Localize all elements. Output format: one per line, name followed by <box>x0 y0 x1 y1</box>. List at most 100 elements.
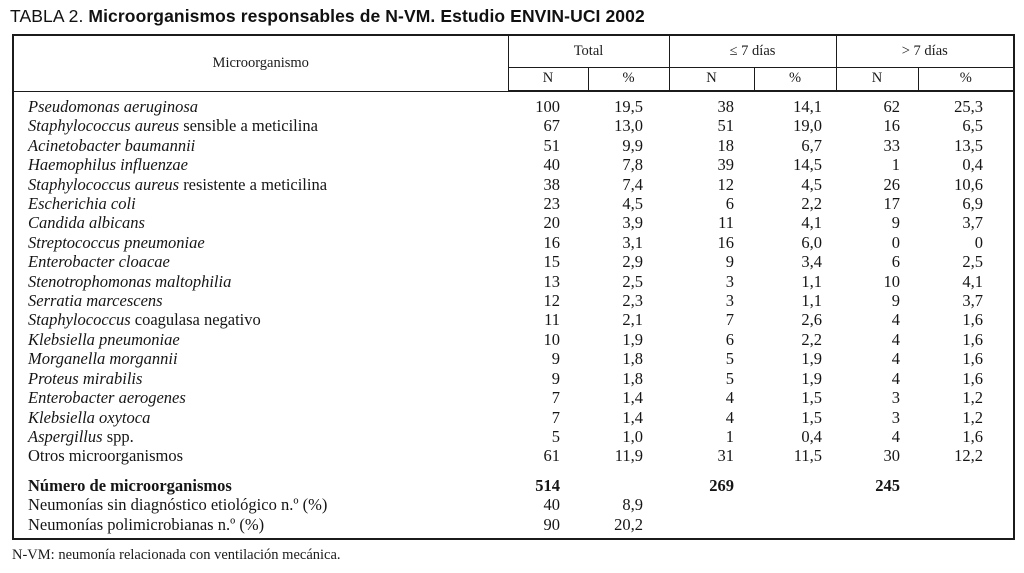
value-cell: 10,6 <box>954 174 984 194</box>
value-cell: 2,3 <box>622 291 643 311</box>
table-row: Staphylococcus coagulasa negativo 11 2,1 7 2… <box>13 310 1014 329</box>
value-cell <box>669 515 754 539</box>
table-row: Acinetobacter baumannii 51 9,9 18 6,7 33 13,5 <box>13 136 1014 155</box>
table-title-text: Microorganismos responsables de N-VM. Es… <box>88 6 645 26</box>
value-cell: 9 <box>891 213 901 233</box>
value-cell: 2,6 <box>801 310 823 330</box>
value-cell: 13,5 <box>954 135 984 155</box>
value-cell: 7,8 <box>622 155 643 175</box>
value-cell: 61 <box>543 446 561 466</box>
value-cell: 1,6 <box>962 368 984 388</box>
value-cell: 3 <box>725 291 734 311</box>
value-cell: 3 <box>891 388 901 408</box>
value-cell <box>836 495 918 514</box>
value-cell <box>918 466 1014 495</box>
value-cell: 20,2 <box>614 514 643 534</box>
value-cell <box>588 466 669 495</box>
value-cell: 4 <box>891 329 901 349</box>
value-cell: 9 <box>725 252 734 272</box>
microorganism-name: Morganella morgannii <box>28 349 178 369</box>
value-cell: 3,7 <box>962 291 984 311</box>
col-group-le7days: ≤ 7 días <box>668 34 837 68</box>
value-cell: 1,6 <box>962 426 984 446</box>
microorganism-name: Enterobacter aerogenes <box>28 388 186 408</box>
value-cell: 1,9 <box>801 349 823 369</box>
value-cell: 1,9 <box>801 368 823 388</box>
table-row: Escherichia coli 23 4,5 6 2,2 17 6,9 <box>13 194 1014 213</box>
value-cell: 4 <box>891 368 901 388</box>
value-cell: 12 <box>717 174 735 194</box>
value-cell: 10 <box>543 329 561 349</box>
value-cell: 16 <box>717 232 735 252</box>
value-cell: 9 <box>891 291 901 311</box>
value-cell: 4 <box>891 426 901 446</box>
table-row: Enterobacter aerogenes 7 1,4 4 1,5 3 1,2 <box>13 388 1014 407</box>
value-cell: 6,9 <box>962 194 984 214</box>
col-header-le7-n: N <box>668 66 755 92</box>
table-row: Serratia marcescens 12 2,3 3 1,1 9 3,7 <box>13 291 1014 310</box>
value-cell: 51 <box>543 135 561 155</box>
value-cell: 16 <box>543 232 561 252</box>
summary-row: Neumonías sin diagnóstico etiológico n.º… <box>13 495 1014 514</box>
table-row: Haemophilus influenzae 40 7,8 39 14,5 1 0,4 <box>13 155 1014 174</box>
value-cell: 90 <box>543 514 561 534</box>
microorganism-name: Otros microorganismos <box>28 446 184 466</box>
value-cell: 1,6 <box>962 310 984 330</box>
value-cell: 23 <box>543 194 561 214</box>
microorganism-name: Haemophilus influenzae <box>28 155 188 175</box>
value-cell: 39 <box>717 155 735 175</box>
header-sub-row: N % N % N % <box>13 66 1015 92</box>
microorganism-name: Klebsiella oxytoca <box>28 407 151 427</box>
value-cell: 67 <box>543 116 561 136</box>
value-cell: 4 <box>891 349 901 369</box>
table-body: Pseudomonas aeruginosa 100 19,5 38 14,1 62 25,… <box>13 91 1014 539</box>
microorganism-name: Enterobacter cloacae <box>28 252 170 272</box>
value-cell: 1,8 <box>622 368 643 388</box>
table-title: TABLA 2. Microorganismos responsables de… <box>10 6 645 27</box>
value-cell: 9 <box>551 368 560 388</box>
value-cell: 1,6 <box>962 329 984 349</box>
value-cell: 0 <box>974 232 984 252</box>
table-row: Streptococcus pneumoniae 16 3,1 16 6,0 0 0 <box>13 233 1014 252</box>
col-header-le7-pct: % <box>753 66 837 92</box>
value-cell: 18 <box>717 135 735 155</box>
table-row: Staphylococcus aureus sensible a meticil… <box>13 116 1014 135</box>
value-cell <box>754 515 836 539</box>
microorganism-name: Staphylococcus aureus sensible a meticil… <box>28 116 318 136</box>
value-cell: 7 <box>551 388 560 408</box>
value-cell: 38 <box>543 174 561 194</box>
value-cell: 7 <box>551 407 560 427</box>
value-cell: 1,6 <box>962 349 984 369</box>
value-cell: 1,1 <box>801 291 823 311</box>
value-cell: 4 <box>725 388 734 408</box>
value-cell <box>754 466 836 495</box>
value-cell: 0 <box>891 232 901 252</box>
value-cell: 5 <box>725 368 734 388</box>
value-cell: 3 <box>725 271 734 291</box>
value-cell: 17 <box>883 194 901 214</box>
value-cell: 11 <box>718 213 734 233</box>
value-cell: 19,0 <box>793 116 823 136</box>
microorganism-name: Staphylococcus coagulasa negativo <box>28 310 261 330</box>
value-cell: 40 <box>543 495 561 515</box>
value-cell: 3,1 <box>622 232 643 252</box>
value-cell: 2,5 <box>622 271 643 291</box>
table-row: Otros microorganismos 61 11,9 31 11,5 30 12,2 <box>13 446 1014 465</box>
microorganism-name: Serratia marcescens <box>28 291 163 311</box>
value-cell: 100 <box>535 97 560 116</box>
value-cell: 0,4 <box>801 426 823 446</box>
value-cell: 0,4 <box>962 155 984 175</box>
summary-label: Neumonías polimicrobianas n.º (%) <box>28 514 265 534</box>
value-cell: 1 <box>725 426 734 446</box>
value-cell: 38 <box>717 97 735 116</box>
value-cell: 11 <box>544 310 560 330</box>
microorganism-name: Pseudomonas aeruginosa <box>28 97 199 116</box>
table-row: Enterobacter cloacae 15 2,9 9 3,4 6 2,5 <box>13 252 1014 271</box>
value-cell: 14,5 <box>793 155 823 175</box>
value-cell: 26 <box>883 174 901 194</box>
value-cell: 6,5 <box>962 116 984 136</box>
microorganism-name: Escherichia coli <box>28 194 136 214</box>
value-cell: 2,5 <box>962 252 984 272</box>
value-cell: 9 <box>551 349 560 369</box>
value-cell: 10 <box>883 271 901 291</box>
